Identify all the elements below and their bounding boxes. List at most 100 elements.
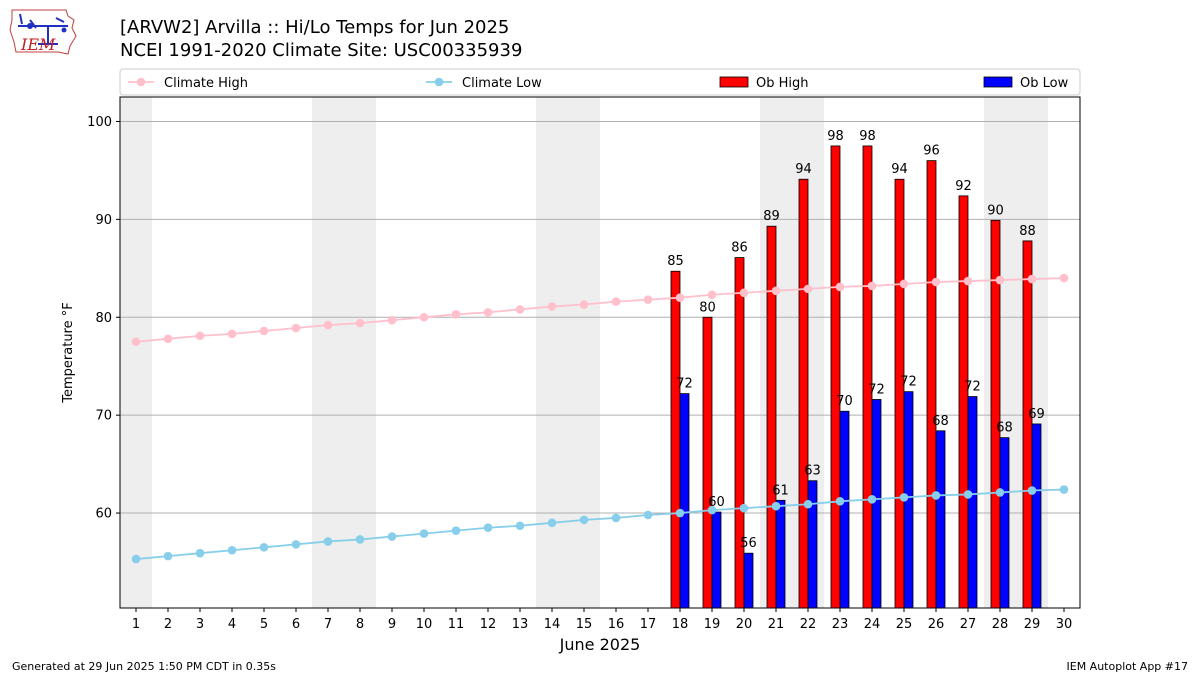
climate-low-point-5 (259, 543, 269, 552)
ob-low-label-23: 70 (836, 394, 853, 409)
x-tick-label-21: 21 (768, 617, 785, 632)
climate-high-point-21 (771, 286, 781, 296)
climate-low-point-1 (131, 554, 141, 564)
ob-low-bar-18 (679, 393, 690, 609)
climate-low-point-24 (867, 495, 877, 504)
climate-low-point-2 (163, 551, 173, 561)
ob-high-label-24: 98 (859, 129, 876, 144)
ob-high-label-28: 90 (987, 203, 1004, 218)
x-tick-label-20: 20 (736, 617, 753, 632)
x-tick-label-7: 7 (324, 617, 332, 632)
ob-high-bar-27 (958, 195, 969, 609)
ob-low-bar-29 (1031, 423, 1042, 609)
ob-high-bar-20 (734, 257, 745, 609)
ob-high-label-21: 89 (763, 209, 780, 224)
climate-high-point-6 (291, 323, 301, 333)
ob-high-label-18: 85 (667, 254, 684, 269)
climate-high-point-18 (675, 293, 685, 302)
ob-high-label-22: 94 (795, 162, 812, 177)
weekend-shade-1 (120, 97, 152, 608)
climate-low-point-15 (579, 515, 589, 525)
climate-low-point-16 (611, 513, 621, 523)
legend-label-ob_low: Ob Low (1020, 76, 1069, 91)
weekend-shade-7 (312, 97, 344, 608)
climate-high-point-27 (963, 276, 973, 286)
ob-low-label-27: 72 (964, 380, 981, 395)
weekend-shade-15 (568, 97, 600, 608)
x-tick-label-30: 30 (1056, 617, 1073, 632)
climate-high-point-26 (931, 277, 941, 287)
climate-low-line (135, 488, 1065, 560)
y-tick-label-70: 70 (95, 409, 112, 424)
ob-low-label-25: 72 (900, 375, 917, 390)
weekend-shade-14 (536, 97, 568, 608)
climate-low-point-20 (739, 503, 749, 513)
climate-low-point-8 (355, 535, 365, 544)
climate-high-point-24 (867, 281, 877, 291)
x-tick-label-27: 27 (960, 617, 977, 632)
climate-high-point-19 (707, 290, 717, 300)
ob-low-label-22: 63 (804, 464, 821, 479)
climate-high-point-9 (387, 315, 397, 325)
y-tick-label-100: 100 (87, 115, 112, 130)
x-tick-label-1: 1 (132, 617, 140, 632)
ob-high-label-29: 88 (1019, 224, 1036, 239)
legend-marker-climate_low (434, 77, 444, 87)
x-tick-label-19: 19 (704, 617, 721, 632)
ob-low-bar-28 (999, 437, 1010, 609)
legend-swatch-ob_high (719, 76, 749, 88)
climate-high-point-10 (419, 312, 429, 322)
legend-label-climate_high: Climate High (164, 76, 248, 91)
ob-low-label-29: 69 (1028, 407, 1045, 422)
ob-low-bar-19 (711, 511, 722, 609)
climate-high-point-23 (835, 282, 845, 292)
climate-low-point-22 (803, 499, 813, 509)
legend-box (119, 68, 1081, 96)
y-tick-label-80: 80 (95, 311, 112, 326)
climate-low-point-6 (291, 540, 301, 549)
ob-high-label-20: 86 (731, 241, 748, 256)
legend-swatch-ob_low (983, 76, 1013, 88)
chart-title-line2: NCEI 1991-2020 Climate Site: USC00335939 (120, 40, 523, 61)
climate-low-point-26 (931, 491, 941, 500)
climate-low-point-27 (963, 490, 973, 499)
ob-high-label-23: 98 (827, 129, 844, 144)
climate-high-point-25 (899, 279, 909, 289)
climate-high-point-20 (739, 288, 749, 298)
weather-station-icon (18, 13, 68, 45)
climate-low-point-25 (899, 493, 909, 502)
ob-high-bar-18 (670, 270, 681, 609)
x-tick-label-13: 13 (512, 617, 529, 632)
climate-high-point-3 (195, 331, 205, 341)
ob-low-bar-20 (743, 552, 754, 609)
climate-high-line (135, 277, 1065, 343)
climate-low-point-17 (643, 510, 653, 520)
x-tick-label-2: 2 (164, 617, 172, 632)
weekend-shade-8 (344, 97, 376, 608)
x-tick-label-17: 17 (640, 617, 657, 632)
climate-high-point-29 (1027, 274, 1037, 284)
x-tick-label-23: 23 (832, 617, 849, 632)
ob-high-bar-23 (830, 145, 841, 609)
ob-high-bar-29 (1022, 240, 1033, 609)
y-axis-label: Temperature °F (61, 302, 76, 403)
generated-timestamp: Generated at 29 Jun 2025 1:50 PM CDT in … (12, 660, 277, 673)
x-tick-label-16: 16 (608, 617, 625, 632)
ob-high-bar-19 (702, 316, 713, 609)
climate-low-point-11 (451, 526, 461, 535)
ob-high-label-25: 94 (891, 162, 908, 177)
ob-high-bar-25 (894, 178, 905, 609)
climate-high-point-22 (803, 284, 813, 294)
ob-high-label-26: 96 (923, 144, 940, 159)
x-tick-label-5: 5 (260, 617, 268, 632)
ob-high-label-19: 80 (699, 300, 716, 315)
y-tick-label-90: 90 (95, 213, 112, 228)
ob-high-bar-24 (862, 145, 873, 609)
climate-low-point-23 (835, 496, 845, 506)
x-tick-label-28: 28 (992, 617, 1009, 632)
climate-high-point-4 (227, 329, 237, 339)
x-tick-label-15: 15 (576, 617, 593, 632)
climate-high-point-2 (163, 334, 173, 344)
x-axis-label: June 2025 (559, 635, 641, 654)
climate-high-point-7 (323, 320, 333, 330)
